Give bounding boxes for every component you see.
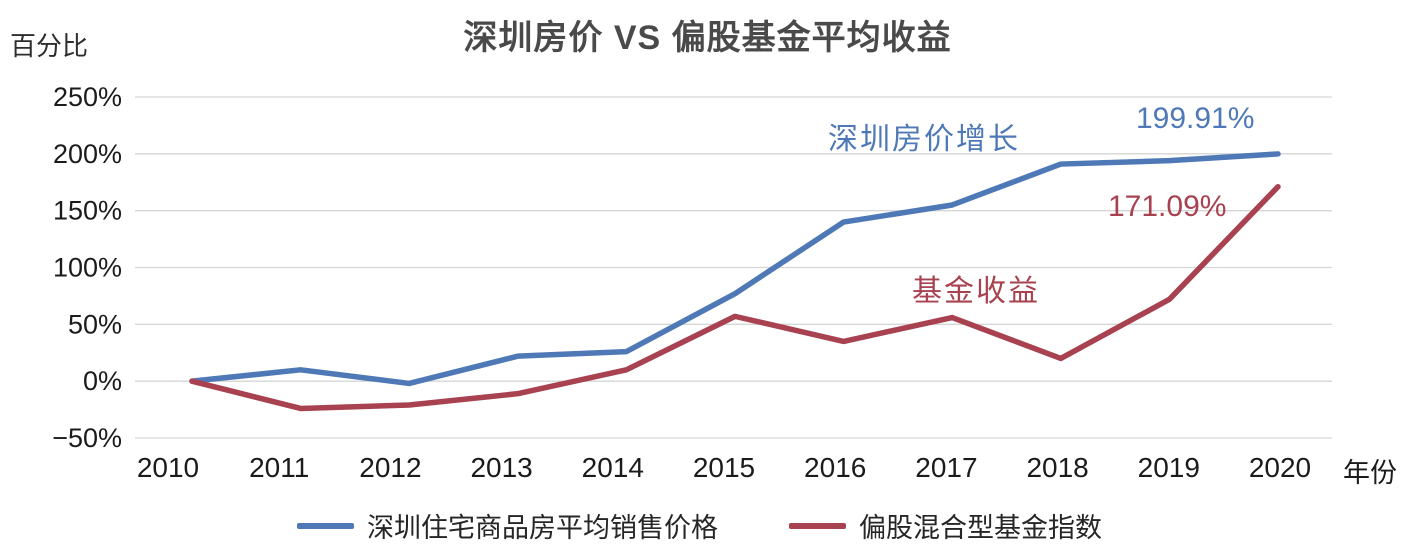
y-tick-label: 250%: [53, 82, 122, 112]
housing-line-swatch-icon: [297, 522, 354, 529]
x-tick-label: 2015: [693, 452, 755, 483]
x-tick-label: 2013: [470, 452, 532, 483]
fund-index-line: [189, 183, 1281, 412]
legend-label-fund: 偏股混合型基金指数: [859, 513, 1102, 543]
housing-final-value-label: 199.91%: [1136, 102, 1255, 135]
x-tick-label: 2011: [249, 452, 309, 483]
x-axis-unit-label: 年份: [1343, 458, 1397, 488]
x-tick-label: 2018: [1026, 452, 1088, 483]
x-tick-label: 2010: [137, 452, 199, 483]
y-tick-label: 150%: [53, 196, 122, 226]
y-tick-label: 50%: [68, 309, 122, 339]
legend-item-fund: 偏股混合型基金指数: [789, 506, 1102, 545]
housing-series-annotation: 深圳房价增长: [828, 123, 1020, 156]
x-tick-label: 2016: [804, 452, 866, 483]
fund-series-annotation: 基金收益: [912, 275, 1040, 308]
x-tick-label: 2020: [1249, 452, 1311, 483]
fund-final-value-label: 171.09%: [1108, 190, 1227, 223]
x-tick-label: 2017: [915, 452, 977, 483]
housing-price-line: [189, 151, 1281, 387]
x-tick-label: 2019: [1138, 452, 1200, 483]
chart-title: 深圳房价 VS 偏股基金平均收益: [463, 19, 952, 57]
fund-line-swatch-icon: [789, 522, 846, 529]
x-tick-label: 2014: [582, 452, 644, 483]
legend-label-housing: 深圳住宅商品房平均销售价格: [367, 513, 718, 543]
y-axis-unit-label: 百分比: [10, 31, 89, 61]
y-tick-label: 0%: [83, 366, 122, 396]
y-tick-label: −50%: [52, 423, 122, 453]
y-tick-label: 100%: [53, 253, 122, 283]
legend-item-housing: 深圳住宅商品房平均销售价格: [297, 506, 718, 545]
x-tick-label: 2012: [359, 452, 421, 483]
y-tick-label: 200%: [53, 139, 122, 169]
